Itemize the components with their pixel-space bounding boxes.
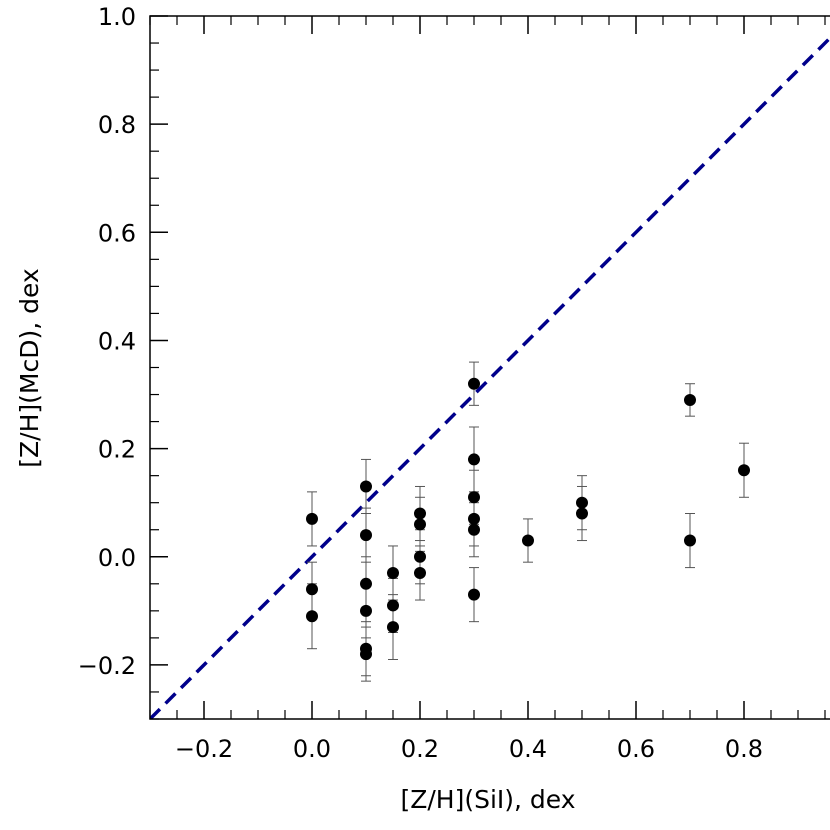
data-point xyxy=(468,588,480,601)
data-point xyxy=(576,507,588,520)
data-point xyxy=(360,529,372,542)
data-point xyxy=(387,599,399,612)
y-tick-label: −0.2 xyxy=(78,652,136,680)
data-point xyxy=(468,512,480,525)
x-tick-label: 0.6 xyxy=(617,735,655,763)
y-tick-label: 0.0 xyxy=(98,544,136,572)
data-point xyxy=(576,496,588,509)
x-tick-label: 0.4 xyxy=(509,735,547,763)
data-point xyxy=(414,518,426,531)
y-tick-label: 0.8 xyxy=(98,111,136,139)
data-point xyxy=(387,566,399,579)
data-point xyxy=(306,583,318,596)
data-point xyxy=(414,550,426,563)
data-point xyxy=(468,377,480,390)
data-point xyxy=(306,610,318,623)
data-point xyxy=(387,621,399,634)
data-point xyxy=(414,566,426,579)
data-point xyxy=(414,507,426,520)
data-point xyxy=(360,604,372,617)
data-point xyxy=(684,393,696,406)
data-point xyxy=(468,453,480,466)
x-tick-label: −0.2 xyxy=(175,735,233,763)
data-point xyxy=(468,523,480,536)
data-points xyxy=(306,377,750,661)
y-axis-label: [Z/H](McD), dex xyxy=(15,268,44,467)
y-tick-label: 0.4 xyxy=(98,327,136,355)
x-tick-label: 0.2 xyxy=(401,735,439,763)
x-axis-label: [Z/H](SiI), dex xyxy=(400,785,575,814)
error-bars xyxy=(307,361,749,682)
data-point xyxy=(360,577,372,590)
x-tick-label: 0.8 xyxy=(725,735,763,763)
axis-ticks xyxy=(149,15,826,720)
data-point xyxy=(522,534,534,547)
data-point xyxy=(468,491,480,504)
reference-line-y-equals-x xyxy=(150,35,830,719)
y-tick-label: 0.2 xyxy=(98,436,136,464)
y-tick-label: 1.0 xyxy=(98,3,136,31)
y-tick-label: 0.6 xyxy=(98,219,136,247)
data-point xyxy=(306,512,318,525)
data-point xyxy=(684,534,696,547)
axis-tick-labels: −0.2 0.0 0.2 0.4 0.6 0.8 1.0 −0.2 0.0 0.2 0.4 0.6 0.… xyxy=(78,3,763,763)
data-point xyxy=(360,648,372,661)
x-tick-label: 0.0 xyxy=(293,735,331,763)
plot-frame xyxy=(149,15,830,720)
data-point xyxy=(738,464,750,477)
data-point xyxy=(360,480,372,493)
